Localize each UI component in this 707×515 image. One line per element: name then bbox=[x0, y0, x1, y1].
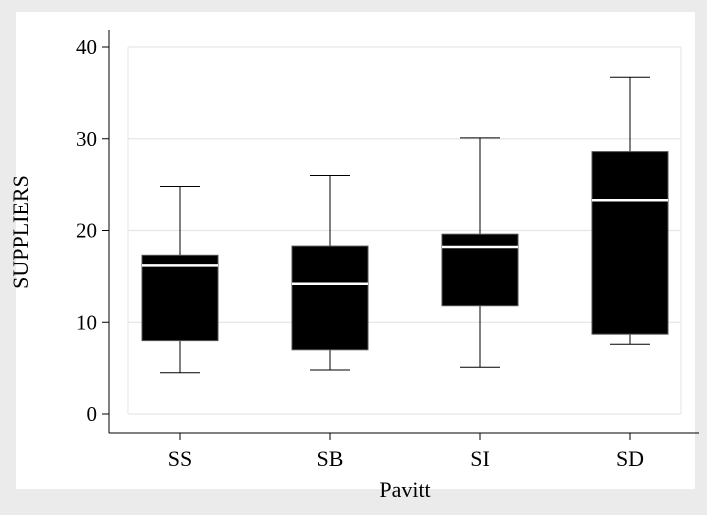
iqr-box bbox=[591, 151, 669, 335]
y-tick-label: 20 bbox=[76, 219, 97, 243]
x-axis-ticks: SS SB SI SD bbox=[168, 433, 644, 471]
y-tick-label: 30 bbox=[76, 127, 97, 151]
x-tick-label: SD bbox=[616, 446, 644, 471]
x-tick-label: SB bbox=[317, 446, 344, 471]
box-ss bbox=[141, 185, 219, 374]
box-sb bbox=[291, 174, 369, 371]
iqr-box bbox=[141, 254, 219, 342]
y-tick-label: 10 bbox=[76, 310, 97, 334]
x-axis-label: Pavitt bbox=[379, 477, 430, 502]
x-tick-label: SS bbox=[168, 446, 192, 471]
y-axis-label: SUPPLIERS bbox=[8, 175, 33, 289]
iqr-box bbox=[291, 245, 369, 351]
boxes bbox=[141, 76, 669, 374]
iqr-box bbox=[441, 233, 519, 307]
box-sd bbox=[591, 76, 669, 345]
y-tick-label: 40 bbox=[76, 35, 97, 59]
y-tick-label: 0 bbox=[87, 402, 98, 426]
y-axis-ticks: 0 10 20 30 40 bbox=[76, 35, 109, 426]
box-si bbox=[441, 137, 519, 368]
x-tick-label: SI bbox=[470, 446, 490, 471]
gridlines bbox=[127, 46, 682, 415]
